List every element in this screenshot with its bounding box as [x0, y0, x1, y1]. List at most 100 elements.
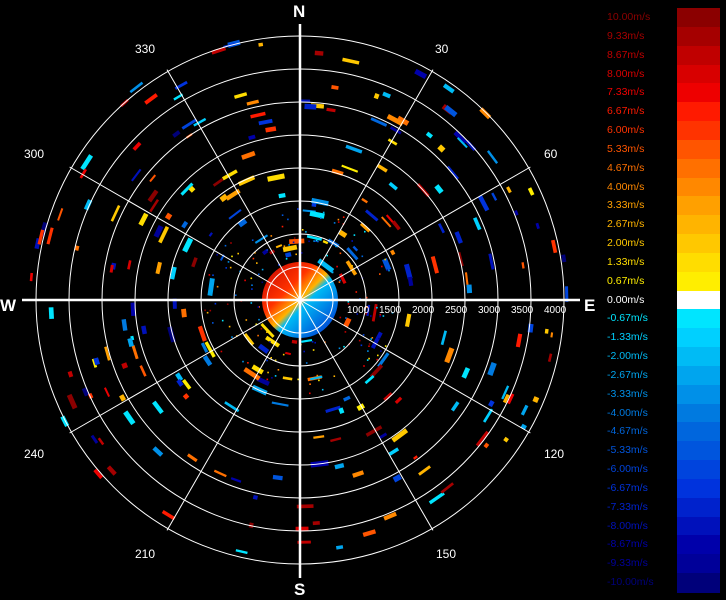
echo-clutter	[335, 245, 337, 248]
echo-clutter	[371, 337, 374, 339]
legend-swatch	[677, 535, 720, 555]
legend-swatch	[677, 177, 720, 197]
echo-segment	[106, 465, 117, 476]
legend-swatch	[677, 403, 720, 424]
echo-segment	[90, 434, 99, 444]
legend-label: -8.00m/s	[607, 519, 648, 532]
echo-segment	[338, 407, 345, 414]
bearing-spoke	[299, 299, 434, 531]
echo-clutter	[311, 341, 314, 343]
echo-clutter	[337, 221, 340, 223]
legend-label: -7.33m/s	[607, 500, 648, 513]
echo-clutter	[283, 245, 286, 247]
echo-clutter	[333, 222, 336, 224]
range-rings-grid	[22, 24, 580, 578]
echo-clutter	[309, 392, 311, 395]
echo-segment	[219, 193, 229, 203]
bearing-label-240: 240	[24, 447, 45, 461]
echo-segment	[46, 227, 54, 245]
compass-east-label: E	[584, 296, 596, 315]
echo-segment	[271, 401, 289, 407]
echo-segment	[440, 330, 448, 346]
echo-clutter	[209, 309, 212, 312]
echo-segment	[48, 307, 55, 320]
echo-clutter	[230, 242, 232, 244]
bearing-label-150: 150	[436, 547, 457, 561]
legend-label: 6.00m/s	[607, 124, 645, 137]
echo-segment	[182, 393, 190, 400]
legend-label: 3.33m/s	[607, 199, 645, 212]
echo-segment	[164, 212, 173, 221]
echo-segment	[188, 185, 196, 193]
legend-label: -1.33m/s	[607, 331, 648, 344]
echo-segment	[352, 245, 359, 252]
echo-segment	[381, 258, 392, 271]
echo-segment	[282, 376, 293, 381]
echo-segment	[491, 192, 498, 201]
echo-clutter	[342, 216, 345, 218]
bearing-spoke	[166, 69, 301, 301]
echo-clutter	[333, 375, 336, 377]
compass-south-label: S	[294, 580, 306, 599]
velocity-color-legend: 10.00m/s 9.33m/s 8.67m/s 8.00m/s 7.33m/s 6.67…	[604, 8, 726, 593]
echo-segment	[461, 367, 471, 379]
legend-swatch	[677, 196, 720, 216]
echo-segment	[434, 184, 444, 194]
legend-swatch	[677, 215, 720, 235]
echo-clutter	[366, 359, 369, 361]
echo-clutter	[317, 240, 319, 243]
echo-segment	[388, 181, 398, 191]
echo-segment	[447, 165, 460, 180]
echo-segment	[387, 138, 398, 146]
echo-segment	[67, 370, 74, 378]
legend-swatch	[677, 554, 720, 574]
echo-segment	[304, 103, 317, 110]
echo-segment	[473, 217, 482, 231]
echo-segment	[193, 117, 207, 127]
echo-segment	[430, 255, 440, 274]
echo-segment	[306, 235, 322, 241]
echo-clutter	[308, 240, 310, 243]
echo-clutter	[367, 350, 369, 352]
echo-segment	[364, 374, 375, 385]
velocity-echoes	[29, 39, 569, 555]
echo-segment	[258, 118, 273, 126]
echo-segment	[381, 216, 392, 228]
echo-segment	[144, 93, 158, 105]
echo-segment	[331, 85, 339, 90]
echo-segment	[501, 385, 510, 400]
echo-segment	[502, 393, 510, 404]
echo-clutter	[384, 345, 387, 347]
echo-segment	[338, 273, 347, 285]
echo-segment	[181, 220, 189, 229]
echo-segment	[254, 234, 269, 244]
range-label-2500: 2500	[445, 305, 468, 316]
echo-clutter	[357, 267, 360, 269]
bearing-label-30: 30	[435, 42, 449, 56]
echo-clutter	[266, 249, 269, 251]
echo-segment	[413, 455, 418, 460]
echo-clutter	[208, 274, 211, 276]
echo-segment	[123, 410, 136, 426]
echo-segment	[514, 210, 519, 216]
echo-segment	[403, 263, 413, 280]
echo-clutter	[251, 288, 253, 290]
legend-label: -9.33m/s	[607, 557, 648, 570]
legend-label: -0.67m/s	[607, 312, 648, 325]
echo-clutter	[331, 271, 334, 274]
echo-segment	[152, 446, 164, 457]
legend-label: 9.33m/s	[607, 29, 645, 42]
echo-segment	[314, 50, 324, 56]
legend-swatch	[677, 83, 720, 103]
echo-clutter	[368, 345, 370, 347]
echo-clutter	[339, 252, 342, 255]
echo-segment	[521, 262, 525, 269]
echo-clutter	[277, 369, 280, 371]
legend-label: -10.00m/s	[607, 576, 654, 589]
echo-segment	[37, 229, 45, 245]
echo-segment	[550, 332, 554, 338]
echo-clutter	[303, 350, 305, 353]
echo-clutter	[216, 254, 218, 256]
echo-clutter	[376, 358, 378, 361]
echo-segment	[442, 83, 455, 94]
